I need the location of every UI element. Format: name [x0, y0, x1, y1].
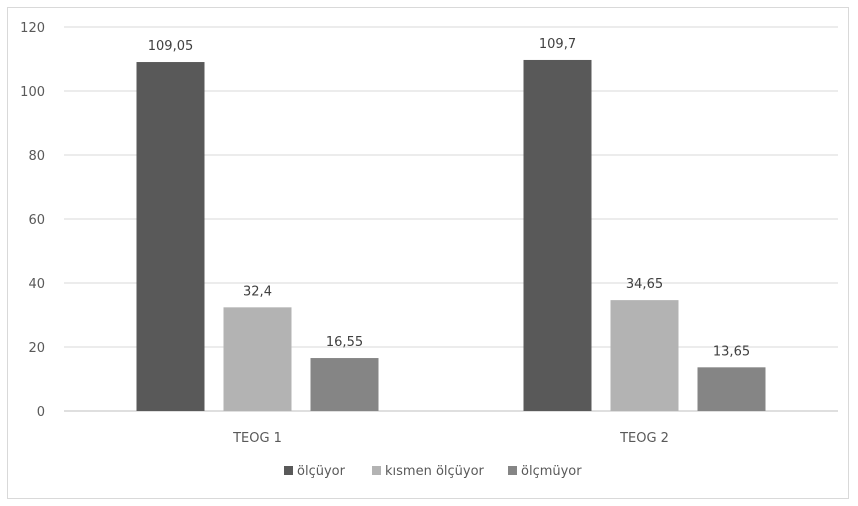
legend-label: ölçüyor: [297, 464, 346, 479]
data-label: 13,65: [713, 344, 750, 359]
legend-swatch: [372, 466, 381, 475]
y-tick-label: 20: [28, 341, 45, 356]
bars: [136, 59, 766, 412]
legend-label: kısmen ölçüyor: [385, 464, 485, 479]
y-tick-label: 100: [20, 85, 45, 100]
data-label: 109,05: [148, 39, 194, 54]
data-label: 16,55: [326, 335, 363, 350]
data-label: 32,4: [243, 284, 272, 299]
legend-label: ölçmüyor: [521, 464, 582, 479]
data-label: 34,65: [626, 277, 663, 292]
y-tick-label: 60: [28, 213, 45, 228]
legend-swatch: [284, 466, 293, 475]
x-axis-categories: TEOG 1 TEOG 2: [232, 431, 669, 446]
x-category-label: TEOG 2: [619, 431, 669, 446]
x-category-label: TEOG 1: [232, 431, 282, 446]
bar: [223, 307, 292, 411]
y-tick-label: 80: [28, 149, 45, 164]
bar: [523, 59, 592, 412]
data-label: 109,7: [539, 37, 576, 52]
data-labels: 109,05 32,4 16,55 109,7 34,65 13,65: [148, 37, 750, 359]
bar: [697, 367, 766, 411]
bar: [310, 358, 379, 411]
legend-swatch: [508, 466, 517, 475]
y-tick-label: 0: [37, 405, 45, 420]
y-axis-ticks: 0 20 40 60 80 100 120: [20, 21, 45, 420]
y-tick-label: 120: [20, 21, 45, 36]
y-tick-label: 40: [28, 277, 45, 292]
bar: [610, 300, 679, 411]
bar: [136, 62, 205, 411]
legend: ölçüyor kısmen ölçüyor ölçmüyor: [284, 464, 582, 479]
